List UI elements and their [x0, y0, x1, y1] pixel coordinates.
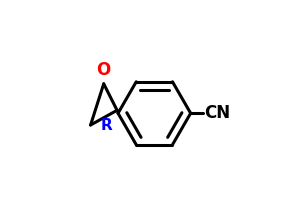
Text: R: R	[100, 117, 112, 133]
Text: CN: CN	[205, 104, 231, 122]
Text: O: O	[97, 61, 111, 79]
